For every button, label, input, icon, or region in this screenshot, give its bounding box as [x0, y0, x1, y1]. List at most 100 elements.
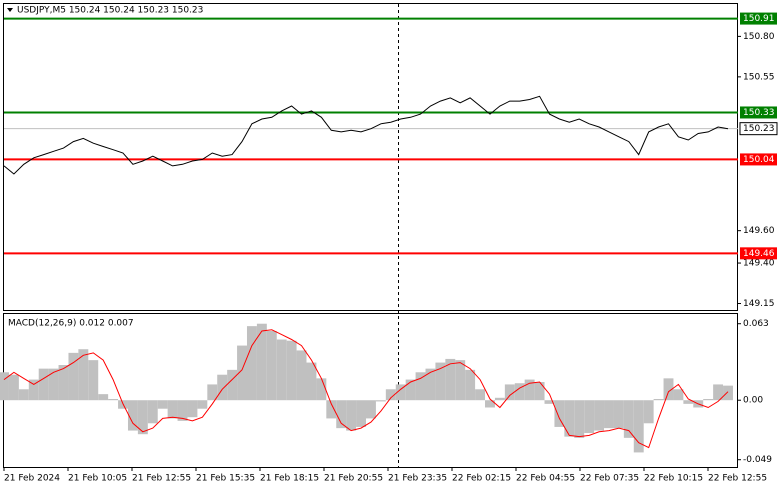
macd-bar — [584, 400, 595, 433]
x-tick-label: 21 Feb 23:35 — [388, 474, 447, 484]
level-label: 149.46 — [743, 249, 775, 259]
y-tick-label: 149.15 — [743, 299, 775, 309]
macd-bar — [613, 400, 624, 429]
x-tick-label: 21 Feb 15:35 — [196, 474, 255, 484]
level-label: 150.04 — [743, 155, 775, 165]
macd-bar — [713, 384, 724, 401]
macd-bar — [514, 383, 525, 401]
macd-bar — [554, 400, 565, 427]
main-frame — [3, 3, 738, 311]
current-price-label: 150.23 — [743, 124, 775, 134]
y-tick-label: 150.55 — [743, 72, 775, 82]
level-label: 150.33 — [743, 108, 775, 118]
macd-bar — [217, 374, 228, 401]
macd-bar — [643, 400, 654, 424]
macd-bar — [28, 379, 39, 401]
macd-bar — [604, 400, 614, 429]
macd-bar — [375, 400, 386, 402]
macd-bar — [633, 400, 644, 453]
macd-bar — [88, 360, 99, 401]
macd-bar — [296, 350, 307, 401]
main-title: USDJPY,M5 150.24 150.24 150.23 150.23 — [17, 6, 203, 16]
macd-bar — [157, 400, 168, 409]
macd-bar — [425, 368, 436, 401]
signal-line — [3, 329, 729, 449]
macd-bar — [564, 400, 575, 437]
macd-bar — [38, 368, 49, 401]
macd-bar — [48, 368, 59, 401]
macd-bar — [8, 374, 19, 401]
macd-bar — [395, 384, 406, 401]
x-tick-label: 21 Feb 2024 — [4, 474, 60, 484]
macd-bar — [653, 399, 664, 401]
macd-bar — [465, 369, 476, 401]
y-tick-label: 0.063 — [743, 319, 769, 329]
macd-bar — [415, 372, 426, 401]
macd-bar — [187, 400, 198, 418]
x-tick-label: 21 Feb 12:55 — [132, 474, 191, 484]
macd-bar — [326, 400, 337, 419]
macd-bar — [0, 372, 9, 401]
level-label-box — [740, 153, 777, 166]
macd-bar — [276, 339, 287, 401]
x-tick-label: 22 Feb 04:55 — [516, 474, 575, 484]
macd-bar — [137, 400, 148, 435]
level-label-box — [740, 247, 777, 260]
macd-bar — [485, 400, 495, 408]
macd-bar — [455, 360, 466, 401]
y-tick-label: 149.60 — [743, 226, 775, 236]
macd-bar — [177, 400, 188, 421]
current-price-box — [739, 122, 778, 136]
macd-bar — [356, 400, 366, 427]
x-tick-label: 21 Feb 10:05 — [68, 474, 127, 484]
macd-bar — [147, 400, 158, 424]
y-tick-label: -0.049 — [743, 455, 772, 465]
x-tick-label: 22 Feb 12:55 — [708, 474, 767, 484]
macd-bar — [58, 365, 69, 401]
x-tick-label: 21 Feb 18:15 — [260, 474, 319, 484]
macd-bar — [346, 400, 357, 431]
macd-bar — [723, 385, 733, 401]
macd-bar — [504, 384, 515, 401]
macd-bar — [306, 362, 317, 401]
macd-bar — [286, 340, 297, 401]
macd-bar — [524, 379, 535, 401]
macd-bar — [207, 384, 218, 401]
macd-bar — [18, 389, 29, 401]
macd-bar — [78, 349, 89, 401]
macd-bar — [256, 323, 267, 401]
macd-bar — [246, 326, 257, 401]
y-tick-label: 150.80 — [743, 32, 775, 42]
price-line — [3, 95, 729, 175]
macd-bar — [237, 345, 247, 401]
level-label-box — [740, 12, 777, 25]
macd-bar — [336, 400, 347, 429]
level-label-box — [740, 106, 777, 119]
macd-bar — [68, 352, 79, 401]
macd-bar — [534, 382, 545, 401]
macd-bar — [197, 400, 208, 409]
x-tick-label: 22 Feb 02:15 — [452, 474, 511, 484]
x-tick-label: 22 Feb 07:35 — [580, 474, 639, 484]
macd-bar — [98, 394, 109, 401]
macd-bar — [316, 378, 327, 401]
macd-bar — [594, 400, 605, 431]
macd-bar — [405, 379, 416, 401]
macd-bar — [475, 389, 486, 401]
macd-bar — [227, 369, 238, 401]
macd-bar — [108, 399, 119, 401]
macd-bar — [663, 378, 674, 401]
macd-bar — [385, 389, 396, 401]
menu-arrow — [7, 8, 13, 12]
macd-bar — [266, 331, 277, 401]
macd-bar — [703, 399, 714, 401]
macd-bar — [623, 400, 634, 438]
macd-bar — [366, 400, 376, 419]
macd-bar — [544, 400, 555, 404]
macd-bar — [494, 397, 505, 401]
y-tick-label: 0.00 — [743, 396, 763, 406]
y-tick-label: 149.40 — [743, 259, 775, 269]
macd-title: MACD(12,26,9) 0.012 0.007 — [8, 319, 134, 329]
